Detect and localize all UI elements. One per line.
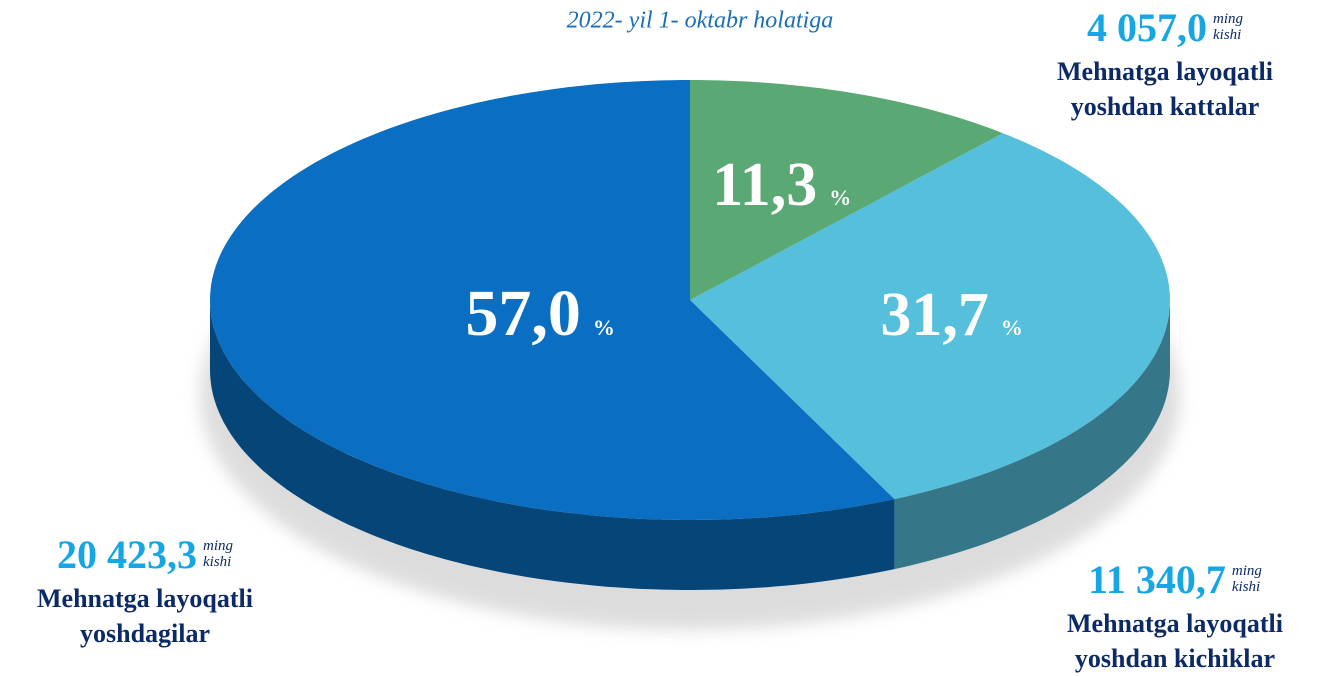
count-unit: ming kishi [203,538,233,571]
slice [210,80,895,520]
category-label-box: 20 423,3 ming kishi Mehnatga layoqatli yosh… [0,535,290,651]
count-unit: ming kishi [1231,563,1262,596]
count-unit-word: kishi [1213,27,1242,43]
value-label: 11,3% [712,151,851,219]
value-label: 57,0% [465,277,615,350]
count: 4 057,0 ming kishi [1087,8,1243,48]
category-label-box: 4 057,0 ming kishi Mehnatga layoqatli yoshd… [1030,8,1300,124]
value-unit: % [593,315,615,340]
count-unit-word: ming [203,538,233,555]
value-number: 57,0 [465,277,581,350]
slice-side [210,300,895,590]
value-unit: % [829,185,851,210]
value-number: 31,7 [880,281,989,349]
value-number: 11,3 [712,151,817,219]
count-unit: ming kishi [1213,11,1243,44]
count-number: 20 423,3 [57,532,197,577]
category-label-box: 11 340,7 ming kishi Mehnatga layoqatli yosh… [1030,560,1320,676]
slice [690,133,1170,500]
count-unit-word: kishi [1231,579,1261,595]
count-unit-word: ming [1213,11,1243,28]
slice-side [894,300,1170,570]
value-label: 31,7% [880,281,1022,349]
category-name: Mehnatga layoqatli yoshdan kichiklar [1067,609,1283,674]
category-name: Mehnatga layoqatli yoshdan kattalar [1057,57,1273,122]
category-name: Mehnatga layoqatli yoshdagilar [37,584,253,649]
count-number: 11 340,7 [1088,557,1226,602]
count-unit-word: kishi [203,554,232,570]
count-unit-word: ming [1231,563,1262,580]
count: 11 340,7 ming kishi [1088,560,1262,600]
count: 20 423,3 ming kishi [57,535,233,575]
slice [690,80,1003,300]
subtitle: 2022- yil 1- oktabr holatiga [567,8,834,34]
count-number: 4 057,0 [1087,5,1207,50]
value-unit: % [1001,315,1023,340]
